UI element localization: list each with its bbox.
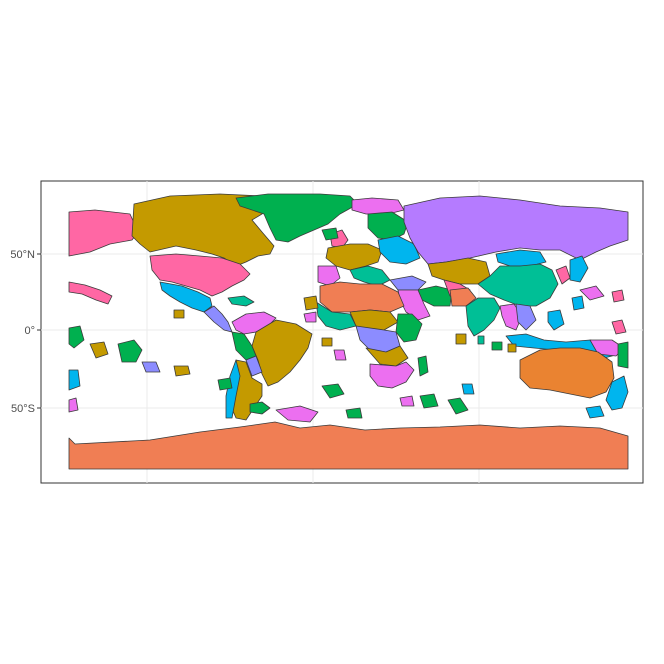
island-amsterdam — [461, 383, 475, 395]
country-svalbard — [351, 197, 405, 215]
island-azores — [303, 295, 319, 311]
countries — [68, 193, 629, 470]
country-pakistan-afghanistan — [449, 287, 477, 307]
island-cocos — [507, 343, 517, 353]
island-st-helena — [321, 337, 333, 347]
island-east-pacific — [617, 341, 629, 369]
island-pacific-west-1 — [68, 325, 85, 349]
y-tick-label-0: 0° — [24, 325, 35, 337]
country-bolivia — [245, 355, 263, 377]
country-usa — [149, 253, 251, 297]
country-iberia — [317, 265, 341, 287]
country-greenland — [235, 193, 359, 243]
island-fiji — [611, 319, 627, 335]
country-west-africa — [315, 301, 357, 331]
country-japan — [569, 255, 589, 283]
island-bering — [611, 289, 625, 303]
country-europe-west — [325, 243, 383, 271]
country-mongolia — [495, 249, 547, 267]
country-cuba — [227, 295, 255, 307]
country-brazil — [251, 319, 313, 387]
country-china — [477, 263, 559, 307]
island-north-pacific — [579, 285, 605, 301]
island-maldives — [455, 333, 467, 345]
island-iceland — [321, 227, 339, 241]
island-sakhalin — [571, 295, 585, 311]
island-mauritius — [399, 395, 415, 407]
island-pacific-west-5 — [68, 397, 79, 413]
island-christmas — [491, 341, 503, 351]
country-antarctica — [68, 421, 629, 470]
country-italy-balkans — [349, 265, 391, 287]
island-heard — [447, 397, 469, 415]
island-south-atlantic — [321, 383, 345, 399]
island-pacific-west-3 — [89, 341, 109, 359]
island-tristan — [217, 377, 233, 391]
island-ascension — [333, 349, 347, 361]
island-south-georgia — [275, 405, 319, 423]
island-pacific-west-2 — [68, 369, 81, 391]
island-kerguelen — [419, 393, 439, 409]
country-eastern-europe — [377, 235, 421, 265]
island-galapagos — [173, 309, 185, 319]
country-australia — [519, 347, 615, 399]
country-india — [465, 297, 501, 337]
country-southern-africa — [369, 361, 415, 389]
country-turkey — [389, 275, 427, 291]
island-pacific-west-4 — [141, 361, 161, 373]
country-philippines — [547, 309, 565, 331]
y-tick-label-50n: 50°N — [10, 249, 35, 261]
country-alaska — [68, 209, 139, 257]
island-cape-verde — [303, 311, 317, 323]
island-macquarie — [585, 405, 605, 419]
country-central-america — [203, 305, 233, 333]
country-madagascar — [417, 355, 429, 377]
country-congo — [365, 345, 409, 367]
country-new-zealand — [605, 375, 629, 411]
island-bouvet — [345, 407, 363, 419]
island-hawaii — [117, 339, 143, 363]
country-falklands — [249, 401, 271, 415]
y-tick-label-50s: 50°S — [11, 403, 35, 415]
country-sri-lanka — [477, 335, 485, 345]
y-axis: 50°N 0° 50°S — [10, 249, 41, 415]
country-aleutian-islands — [68, 281, 113, 305]
country-indochina — [515, 303, 537, 331]
island-kiribati — [173, 365, 191, 377]
country-russia — [403, 195, 629, 265]
